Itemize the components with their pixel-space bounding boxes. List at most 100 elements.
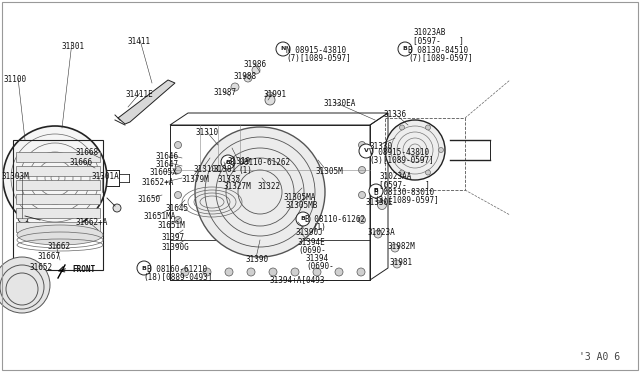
Circle shape: [221, 155, 235, 169]
Circle shape: [0, 257, 50, 313]
Circle shape: [369, 184, 383, 198]
Text: 31303M: 31303M: [2, 172, 29, 181]
Circle shape: [247, 268, 255, 276]
Circle shape: [391, 244, 399, 252]
Text: 31310: 31310: [196, 128, 219, 137]
Text: [0597-    ]: [0597- ]: [379, 180, 430, 189]
Circle shape: [358, 141, 365, 148]
Circle shape: [296, 212, 310, 226]
Text: (0690-: (0690-: [298, 246, 326, 255]
Text: 31335: 31335: [218, 175, 241, 184]
Circle shape: [137, 261, 151, 275]
Circle shape: [387, 148, 392, 153]
Text: 31305M: 31305M: [316, 167, 344, 176]
Circle shape: [276, 42, 290, 56]
Text: 31651MA: 31651MA: [144, 212, 177, 221]
Circle shape: [393, 260, 401, 268]
Text: B: B: [403, 46, 408, 51]
Polygon shape: [118, 80, 175, 124]
Text: B: B: [301, 217, 305, 221]
Text: 31652: 31652: [30, 263, 53, 272]
Circle shape: [359, 144, 373, 158]
Circle shape: [252, 66, 260, 74]
Text: B 08110-61262: B 08110-61262: [305, 215, 365, 224]
Text: (1): (1): [312, 223, 326, 232]
Text: 31667: 31667: [38, 252, 61, 261]
Text: (7)[1089-0597]: (7)[1089-0597]: [286, 54, 351, 63]
Text: N 08915-43810: N 08915-43810: [286, 46, 346, 55]
Text: 31023AB: 31023AB: [413, 28, 445, 37]
Circle shape: [266, 92, 274, 100]
Text: 31652+A: 31652+A: [142, 178, 174, 187]
Text: B: B: [374, 189, 378, 193]
Text: (0690-: (0690-: [306, 262, 333, 271]
Bar: [170, 240, 370, 280]
Circle shape: [358, 217, 365, 224]
Text: 31651M: 31651M: [157, 221, 185, 230]
Circle shape: [291, 268, 299, 276]
Circle shape: [399, 125, 404, 130]
Text: 31666: 31666: [70, 158, 93, 167]
Text: (18)[0889-0493]: (18)[0889-0493]: [143, 273, 212, 282]
Text: 31646: 31646: [156, 152, 179, 161]
Circle shape: [357, 268, 365, 276]
Circle shape: [231, 83, 239, 91]
Text: 31411E: 31411E: [126, 90, 154, 99]
Text: (7)[1089-0597]: (7)[1089-0597]: [408, 54, 473, 63]
Text: 31327M: 31327M: [224, 182, 252, 191]
Text: 31662+A: 31662+A: [76, 218, 108, 227]
Circle shape: [358, 167, 365, 173]
Circle shape: [225, 268, 233, 276]
Text: B: B: [141, 266, 147, 270]
Text: V 08915-43810: V 08915-43810: [369, 148, 429, 157]
Text: 31394+A[0493-: 31394+A[0493-: [270, 275, 330, 284]
Text: '3 A0 6: '3 A0 6: [579, 352, 620, 362]
Circle shape: [426, 125, 431, 130]
Text: FRONT: FRONT: [72, 265, 95, 274]
Circle shape: [113, 204, 121, 212]
Bar: [16, 180, 100, 190]
Text: 31301A: 31301A: [92, 172, 120, 181]
Circle shape: [265, 95, 275, 105]
Circle shape: [203, 268, 211, 276]
Text: 31390J: 31390J: [296, 228, 324, 237]
Circle shape: [175, 167, 182, 173]
Text: [0597-    ]: [0597- ]: [413, 36, 464, 45]
Text: 31301: 31301: [62, 42, 85, 51]
Circle shape: [398, 42, 412, 56]
Text: B 08110-61262: B 08110-61262: [230, 158, 290, 167]
Bar: [385, 118, 465, 190]
Text: 31668: 31668: [76, 148, 99, 157]
Text: (3)[1089-0597]: (3)[1089-0597]: [369, 156, 434, 165]
Text: 31988: 31988: [234, 72, 257, 81]
Text: 31987: 31987: [213, 88, 236, 97]
Circle shape: [438, 148, 444, 153]
Bar: [16, 152, 100, 162]
Circle shape: [385, 120, 445, 180]
Circle shape: [426, 170, 431, 175]
Text: 31662: 31662: [48, 242, 71, 251]
Text: 31336: 31336: [384, 110, 407, 119]
Text: B 08130-83010: B 08130-83010: [374, 188, 434, 197]
Text: 31986: 31986: [244, 60, 267, 69]
Text: 31023AA: 31023AA: [379, 172, 412, 181]
Text: 31305MB: 31305MB: [286, 201, 318, 210]
Text: B 08130-84510: B 08130-84510: [408, 46, 468, 55]
Circle shape: [374, 230, 382, 238]
Text: B: B: [225, 160, 230, 164]
Circle shape: [3, 126, 107, 230]
Text: 31397: 31397: [162, 233, 185, 242]
Bar: [16, 208, 100, 218]
Text: B 08160-61210: B 08160-61210: [147, 265, 207, 274]
Text: (1): (1): [238, 166, 252, 175]
Circle shape: [313, 268, 321, 276]
Circle shape: [399, 170, 404, 175]
Text: 31645: 31645: [166, 204, 189, 213]
Circle shape: [378, 201, 387, 209]
Text: 31647: 31647: [156, 160, 179, 169]
Text: 31390: 31390: [246, 255, 269, 264]
Bar: [16, 222, 100, 232]
Text: 31394: 31394: [306, 254, 329, 263]
Text: 31411: 31411: [128, 37, 151, 46]
Text: 31605X: 31605X: [149, 168, 177, 177]
